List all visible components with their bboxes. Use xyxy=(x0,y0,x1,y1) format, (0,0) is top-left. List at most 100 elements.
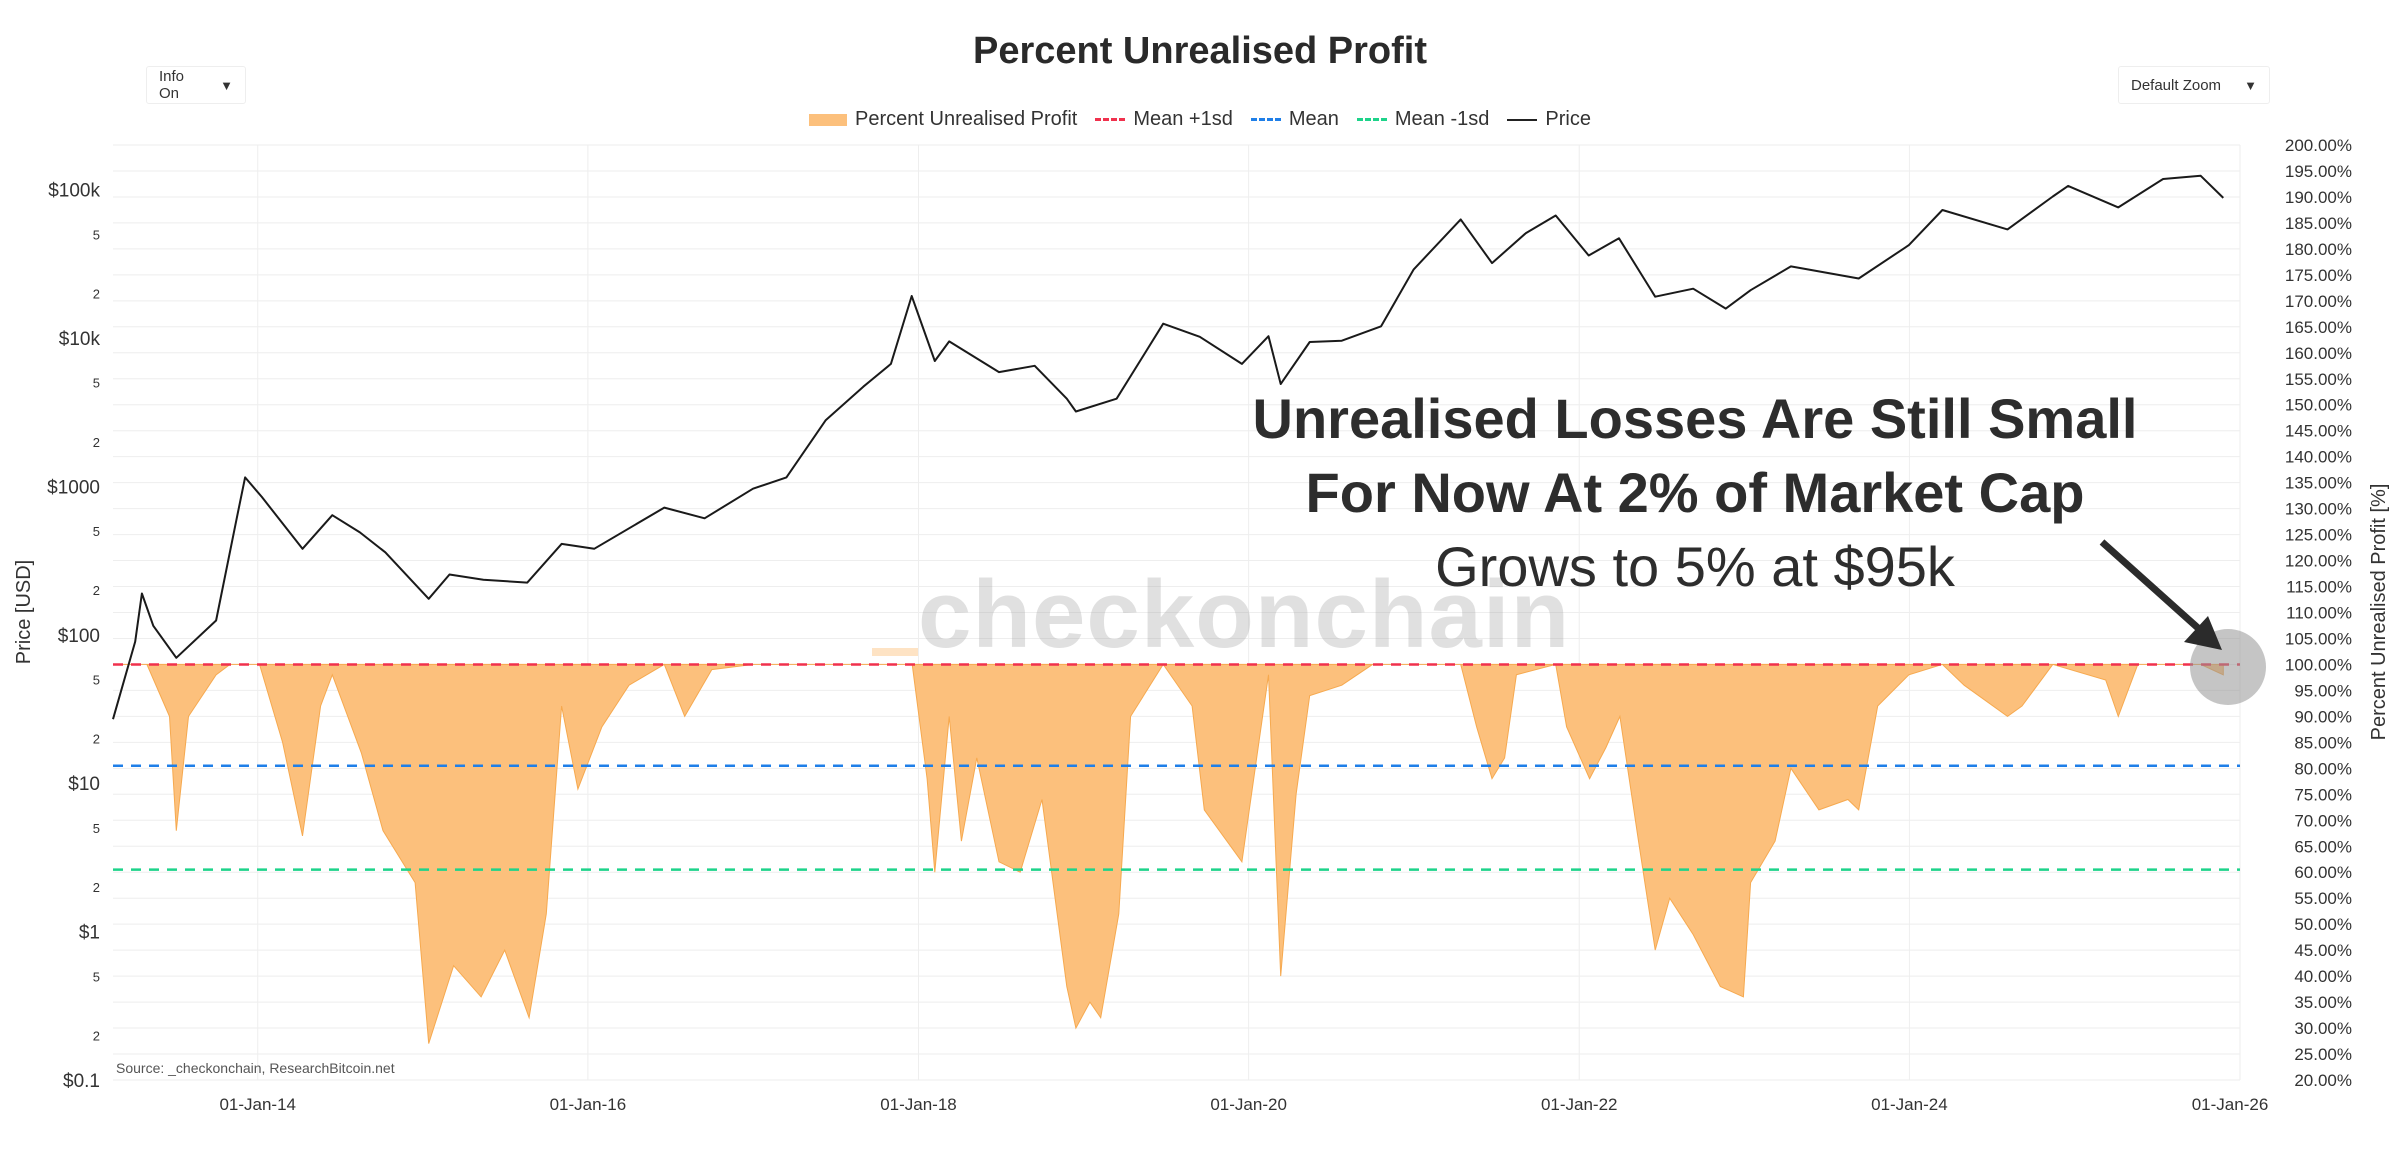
y-left-minor-label: 2 xyxy=(93,583,100,598)
y-right-tick-label: 35.00% xyxy=(2294,993,2352,1012)
series-price-line xyxy=(112,174,2224,720)
legend-swatch xyxy=(1095,118,1126,121)
highlight-circle xyxy=(2190,629,2266,705)
chart-legend: Percent Unrealised Profit Mean +1sd Mean… xyxy=(0,108,2400,131)
y-right-tick-label: 195.00% xyxy=(2285,162,2352,181)
y-right-tick-label: 190.00% xyxy=(2285,188,2352,207)
y-right-tick-label: 120.00% xyxy=(2285,552,2352,571)
y-right-tick-label: 90.00% xyxy=(2294,707,2352,726)
y-right-tick-label: 110.00% xyxy=(2286,604,2352,623)
y-right-tick-label: 75.00% xyxy=(2294,785,2352,804)
y-left-tick-label: $100k xyxy=(48,181,100,202)
legend-swatch xyxy=(1507,118,1538,121)
y-left-tick-label: $10 xyxy=(68,774,100,795)
y-left-minor-label: 2 xyxy=(93,880,100,895)
y-left-tick-label: $1000 xyxy=(47,477,100,498)
y-left-minor-label: 5 xyxy=(93,821,100,836)
x-tick-label: 01-Jan-16 xyxy=(550,1095,627,1114)
y-right-tick-label: 60.00% xyxy=(2294,863,2352,882)
y-left-tick-label: $0.1 xyxy=(63,1071,100,1092)
chevron-down-icon: ▼ xyxy=(2244,77,2257,93)
y-right-tick-label: 175.00% xyxy=(2285,266,2352,285)
y-left-minor-label: 2 xyxy=(93,732,100,747)
legend-swatch xyxy=(809,113,848,126)
annotation-headline: Unrealised Losses Are Still Small xyxy=(1252,387,2138,450)
y-right-tick-label: 145.00% xyxy=(2285,422,2352,441)
x-tick-label: 01-Jan-20 xyxy=(1210,1095,1287,1114)
legend-label: Mean +1sd xyxy=(1133,108,1233,130)
legend-item-percent-unrealised-profit[interactable]: Percent Unrealised Profit xyxy=(809,108,1077,131)
y-right-tick-label: 160.00% xyxy=(2285,344,2352,363)
y-left-minor-label: 2 xyxy=(93,435,100,450)
y-left-minor-label: 5 xyxy=(93,227,100,242)
annotation-arrow xyxy=(2099,539,2201,631)
chevron-down-icon: ▼ xyxy=(220,77,233,93)
x-tick-label: 01-Jan-18 xyxy=(880,1095,957,1114)
y-right-tick-label: 55.00% xyxy=(2294,889,2352,908)
y-right-tick-label: 125.00% xyxy=(2285,526,2352,545)
y-left-minor-label: 5 xyxy=(93,376,100,391)
y-right-tick-label: 155.00% xyxy=(2285,370,2352,389)
y-right-tick-label: 105.00% xyxy=(2285,629,2352,648)
legend-label: Mean xyxy=(1288,108,1339,130)
y-right-tick-label: 50.00% xyxy=(2294,915,2352,934)
y-right-tick-label: 170.00% xyxy=(2285,292,2352,311)
info-toggle-dropdown[interactable]: Info On ▼ xyxy=(146,66,246,104)
y-left-minor-label: 2 xyxy=(93,286,100,301)
watermark-mark xyxy=(872,648,918,656)
y-right-tick-label: 20.00% xyxy=(2294,1071,2352,1090)
y-right-tick-label: 180.00% xyxy=(2285,240,2352,259)
annotation-note: Grows to 5% at $95k xyxy=(1435,535,1955,598)
x-tick-label: 01-Jan-26 xyxy=(2192,1095,2269,1114)
x-tick-label: 01-Jan-24 xyxy=(1871,1095,1948,1114)
watermark: checkonchain xyxy=(918,561,1571,668)
y-right-tick-label: 80.00% xyxy=(2294,759,2352,778)
x-tick-label: 01-Jan-22 xyxy=(1541,1095,1618,1114)
series-percent-unrealised-profit-area xyxy=(113,663,2224,1044)
y-right-tick-label: 185.00% xyxy=(2285,214,2352,233)
y-right-tick-label: 65.00% xyxy=(2294,837,2352,856)
legend-swatch xyxy=(1250,118,1281,121)
y-right-tick-label: 130.00% xyxy=(2285,500,2352,519)
zoom-label: Default Zoom xyxy=(2131,76,2222,94)
y-left-tick-label: $10k xyxy=(59,329,101,350)
y-right-tick-label: 95.00% xyxy=(2294,681,2352,700)
legend-label: Price xyxy=(1545,108,1591,130)
y-left-minor-label: 5 xyxy=(93,673,100,688)
legend-label: Percent Unrealised Profit xyxy=(855,108,1078,130)
y-right-tick-label: 200.00% xyxy=(2285,136,2352,155)
y-left-minor-label: 5 xyxy=(93,524,100,539)
y-right-tick-label: 40.00% xyxy=(2294,967,2352,986)
y-right-tick-label: 25.00% xyxy=(2294,1045,2352,1064)
y-right-tick-label: 30.00% xyxy=(2294,1019,2352,1038)
legend-item-price[interactable]: Price xyxy=(1507,108,1591,131)
x-tick-label: 01-Jan-14 xyxy=(219,1095,296,1114)
legend-label: Mean -1sd xyxy=(1394,108,1490,130)
y-right-tick-label: 45.00% xyxy=(2294,941,2352,960)
y-right-tick-label: 140.00% xyxy=(2285,448,2352,467)
zoom-dropdown[interactable]: Default Zoom ▼ xyxy=(2118,66,2270,104)
y-left-minor-label: 2 xyxy=(93,1028,100,1043)
y-right-axis-title: Percent Unrealised Profit [%] xyxy=(2368,484,2390,741)
y-left-minor-label: 5 xyxy=(93,969,100,984)
chart-title: Percent Unrealised Profit xyxy=(972,30,1428,72)
y-left-tick-label: $100 xyxy=(58,626,100,647)
y-right-tick-label: 135.00% xyxy=(2285,474,2352,493)
y-left-axis-title: Price [USD] xyxy=(13,560,35,664)
source-credit: Source: _checkonchain, ResearchBitcoin.n… xyxy=(116,1060,395,1076)
y-right-tick-label: 70.00% xyxy=(2294,811,2352,830)
info-toggle-label: Info On xyxy=(159,68,185,102)
legend-item-mean-minus-1sd[interactable]: Mean -1sd xyxy=(1356,108,1490,131)
legend-item-mean-plus-1sd[interactable]: Mean +1sd xyxy=(1095,108,1233,131)
annotation-subheadline: For Now At 2% of Market Cap xyxy=(1305,461,2085,524)
legend-swatch xyxy=(1356,118,1387,121)
y-right-tick-label: 165.00% xyxy=(2285,318,2352,337)
y-right-tick-label: 115.00% xyxy=(2286,578,2352,597)
annotation-arrowhead xyxy=(2184,616,2222,650)
y-left-tick-label: $1 xyxy=(79,923,100,944)
y-right-tick-label: 85.00% xyxy=(2294,733,2352,752)
y-right-tick-label: 150.00% xyxy=(2285,396,2352,415)
y-right-tick-label: 100.00% xyxy=(2285,655,2352,674)
legend-item-mean[interactable]: Mean xyxy=(1250,108,1339,131)
